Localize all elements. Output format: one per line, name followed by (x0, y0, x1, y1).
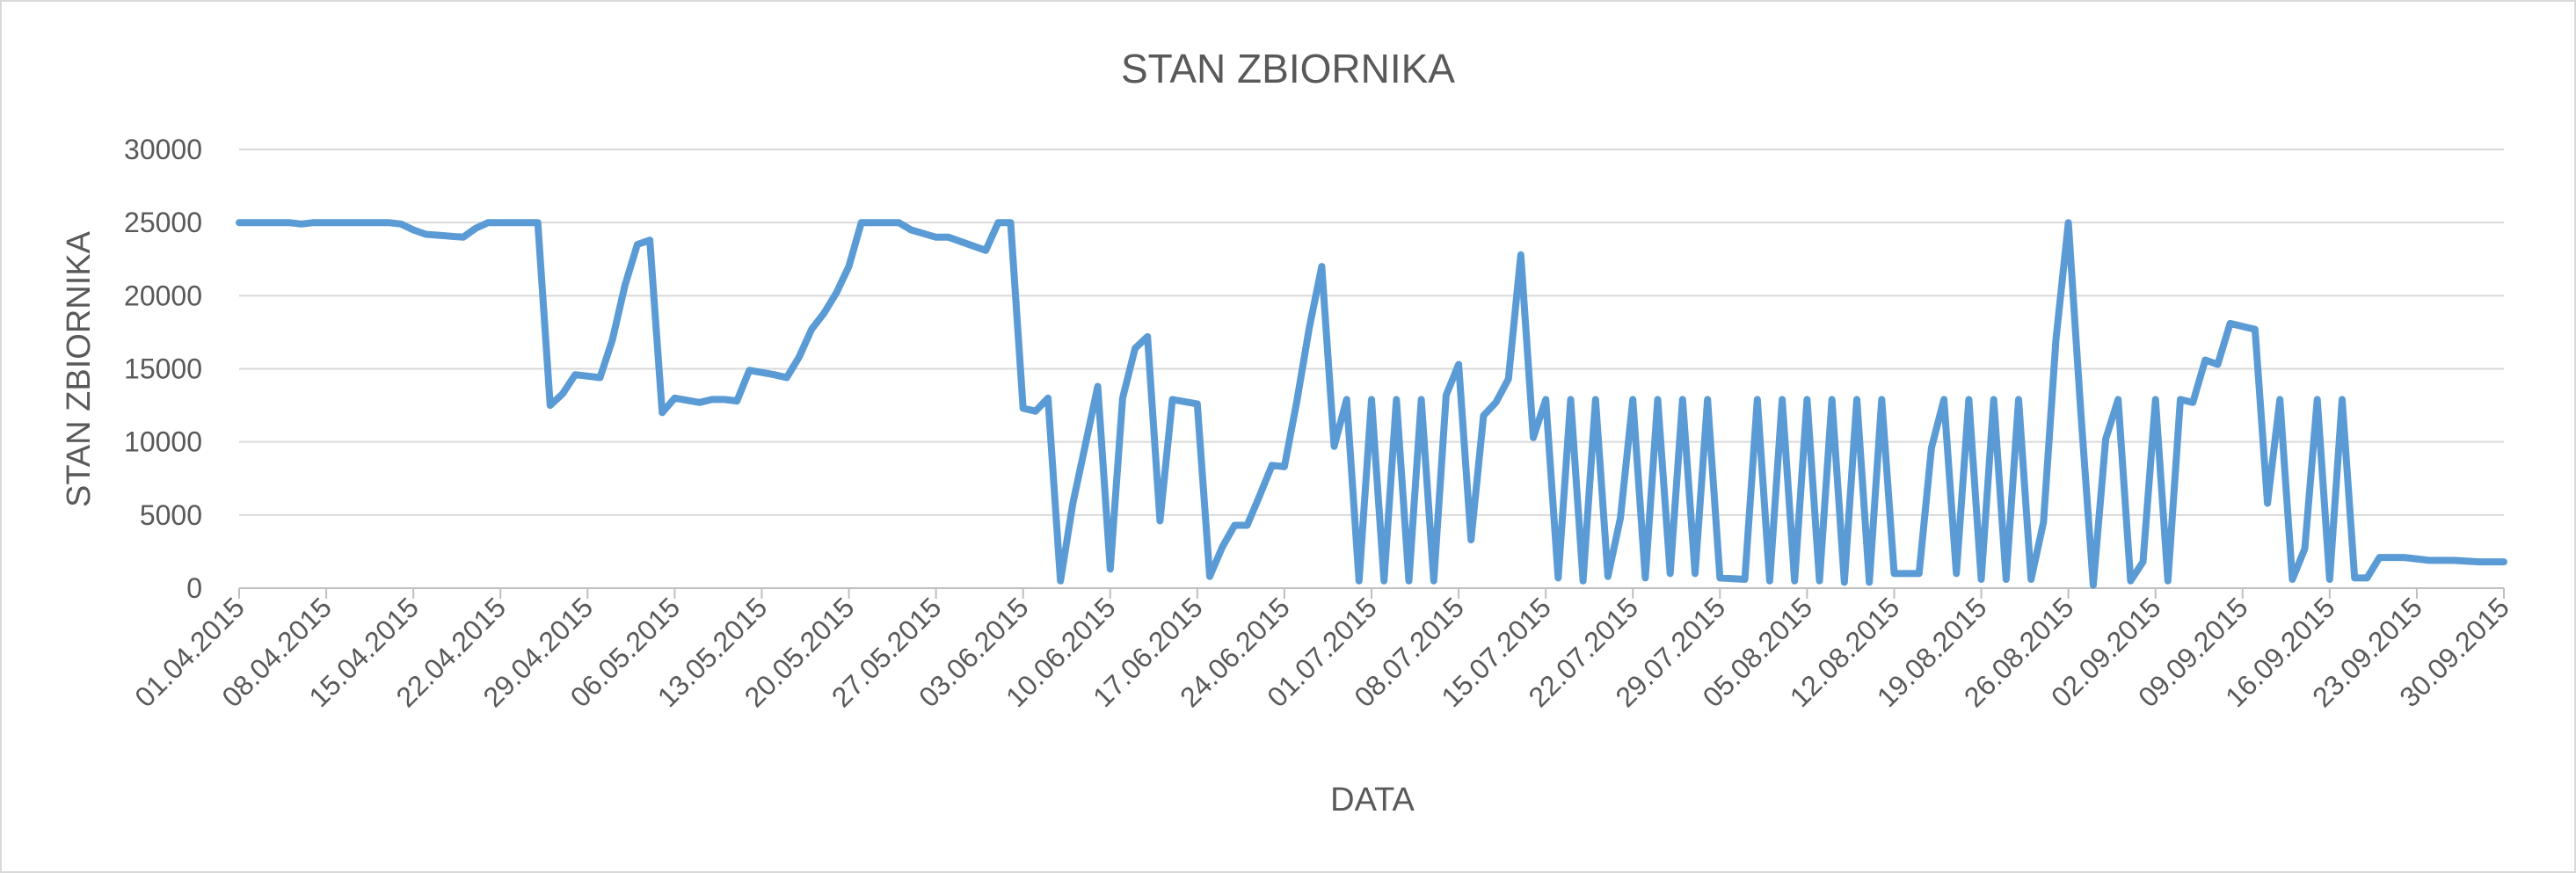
y-tick-label: 10000 (124, 426, 202, 458)
y-tick-label: 15000 (124, 353, 202, 385)
y-tick-label: 20000 (124, 280, 202, 311)
y-axis-ticks: 0 5000 10000 15000 20000 25000 30000 (124, 134, 202, 604)
series-layer (236, 219, 2507, 589)
y-tick-label: 30000 (124, 134, 202, 165)
y-tick-label: 0 (186, 572, 202, 604)
y-axis-title: STAN ZBIORNIKA (61, 230, 98, 507)
x-axis-ticks: 01.04.201508.04.201515.04.201522.04.2015… (128, 588, 2515, 713)
y-tick-label: 5000 (140, 499, 202, 531)
chart-title: STAN ZBIORNIKA (1121, 46, 1455, 91)
y-tick-label: 25000 (124, 207, 202, 238)
series-line (236, 219, 2507, 589)
x-axis-title: DATA (1330, 782, 1415, 818)
